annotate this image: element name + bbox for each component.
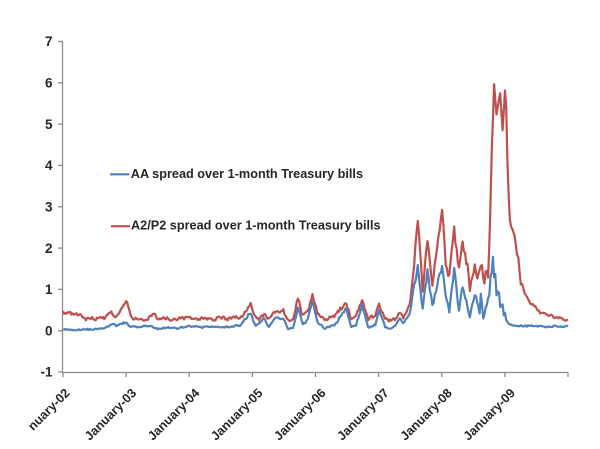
svg-text:AA spread over 1-month Treasur: AA spread over 1-month Treasury bills (131, 167, 363, 181)
svg-text:January-03: January-03 (82, 386, 139, 443)
svg-text:0: 0 (45, 323, 53, 338)
svg-text:nuary-02: nuary-02 (25, 386, 72, 433)
svg-text:January-04: January-04 (145, 386, 202, 443)
svg-text:January-06: January-06 (271, 386, 328, 443)
svg-text:2: 2 (45, 241, 53, 256)
svg-text:7: 7 (45, 34, 53, 49)
svg-text:5: 5 (45, 117, 53, 132)
svg-text:January-08: January-08 (398, 386, 455, 443)
svg-text:A2/P2 spread over 1-month Trea: A2/P2 spread over 1-month Treasury bills (131, 218, 381, 232)
svg-text:3: 3 (45, 200, 53, 215)
svg-text:4: 4 (45, 158, 53, 173)
svg-text:1: 1 (45, 282, 53, 297)
svg-text:January-07: January-07 (334, 386, 391, 443)
svg-text:January-05: January-05 (208, 386, 265, 443)
svg-text:6: 6 (45, 76, 53, 91)
svg-text:-1: -1 (40, 365, 52, 380)
svg-text:January-09: January-09 (461, 386, 518, 443)
